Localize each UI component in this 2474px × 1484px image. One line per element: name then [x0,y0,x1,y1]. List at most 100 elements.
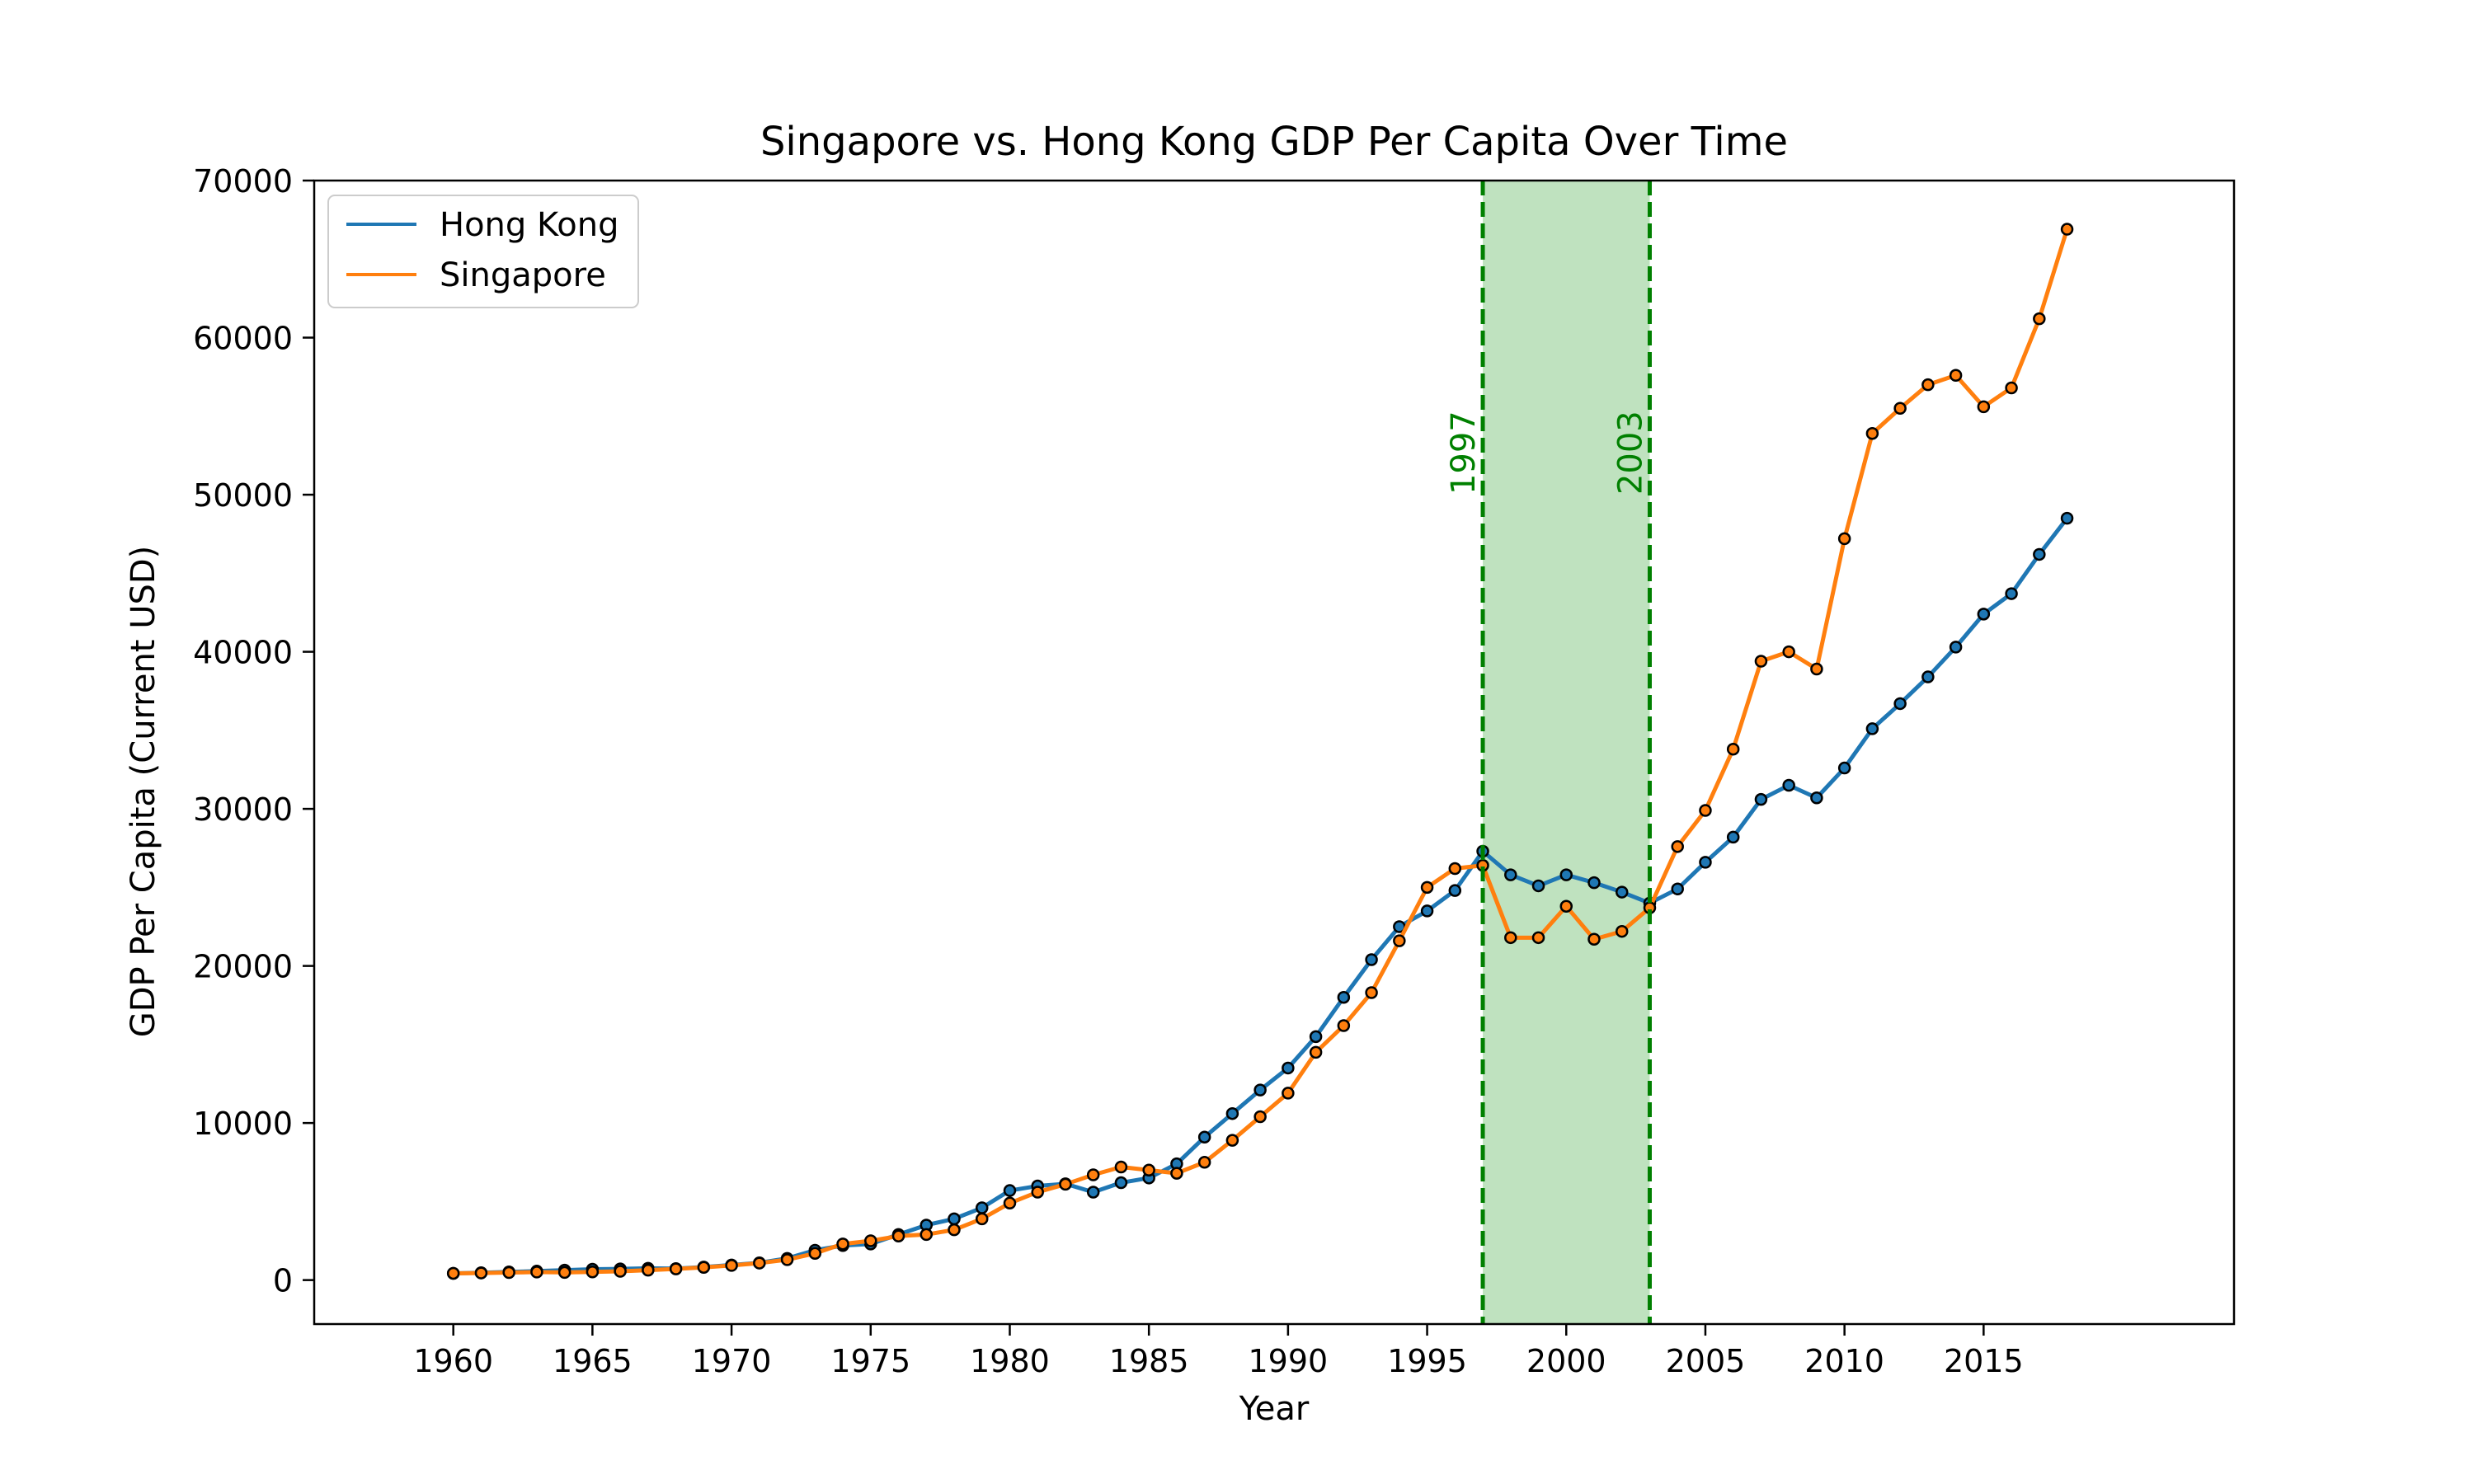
data-point-singapore [1893,402,1907,416]
data-point-hong-kong [2005,587,2018,600]
data-point-singapore [836,1237,849,1251]
data-point-singapore [1031,1186,1044,1199]
y-axis-label: GDP Per Capita (Current USD) [125,546,162,1038]
data-point-singapore [1810,662,1823,676]
data-point-singapore [1003,1196,1017,1210]
y-tick-label: 70000 [193,163,293,200]
data-point-hong-kong [1782,778,1795,792]
data-point-singapore [1837,532,1851,546]
shaded-region [1483,181,1650,1324]
data-point-singapore [1726,742,1740,756]
event-label-2003: 2003 [1611,411,1649,495]
data-point-hong-kong [1671,882,1684,896]
data-point-singapore [920,1228,934,1242]
data-point-hong-kong [975,1201,989,1214]
data-point-singapore [808,1247,822,1261]
data-point-hong-kong [1197,1130,1211,1144]
x-axis-label: Year [1239,1390,1310,1428]
data-point-hong-kong [1448,884,1462,897]
data-point-hong-kong [1003,1184,1017,1197]
data-point-hong-kong [1559,868,1573,881]
data-point-hong-kong [948,1212,961,1226]
data-point-singapore [1114,1160,1128,1174]
data-point-singapore [1977,400,1991,414]
data-point-singapore [891,1229,905,1243]
series-layer [446,223,2074,1280]
data-point-singapore [753,1256,766,1270]
data-point-singapore [1337,1019,1351,1032]
data-point-hong-kong [1114,1176,1128,1190]
data-point-singapore [1393,934,1406,947]
data-point-singapore [1365,986,1378,999]
x-tick-label: 2000 [1526,1343,1606,1379]
x-tick-label: 2010 [1804,1343,1884,1379]
data-point-hong-kong [1587,876,1601,890]
data-point-singapore [725,1259,738,1272]
data-point-hong-kong [1810,791,1823,805]
data-point-singapore [1615,924,1629,938]
data-point-hong-kong [1865,722,1879,735]
data-point-hong-kong [1754,792,1768,806]
data-point-singapore [669,1262,683,1275]
data-point-hong-kong [1921,670,1935,683]
x-tick-label: 2015 [1944,1343,2024,1379]
data-point-singapore [1142,1163,1155,1177]
y-tick-label: 60000 [193,321,293,357]
data-point-singapore [1225,1134,1239,1147]
x-tick-label: 2005 [1666,1343,1746,1379]
x-tick-label: 1970 [692,1343,772,1379]
data-point-singapore [1754,655,1768,668]
data-point-singapore [1531,931,1545,945]
data-point-hong-kong [1977,608,1991,621]
data-point-singapore [1504,931,1517,945]
data-point-singapore [502,1266,515,1280]
shade-layer [1483,181,1650,1324]
data-point-hong-kong [1893,697,1907,711]
data-point-singapore [780,1253,794,1266]
data-point-singapore [2060,223,2074,236]
event-label-1997: 1997 [1445,411,1483,495]
data-point-hong-kong [1309,1030,1323,1044]
x-tick-label: 1985 [1109,1343,1189,1379]
y-tick-label: 40000 [193,635,293,671]
y-tick-label: 50000 [193,477,293,514]
data-point-hong-kong [1420,904,1434,918]
data-point-singapore [2033,312,2046,326]
x-tick-label: 1965 [553,1343,633,1379]
data-point-singapore [864,1234,877,1247]
data-point-hong-kong [1365,953,1378,966]
data-point-singapore [1309,1045,1323,1059]
data-point-singapore [642,1263,655,1277]
legend: Hong Kong Singapore [327,195,639,308]
chart-title: Singapore vs. Hong Kong GDP Per Capita O… [760,119,1788,165]
data-point-singapore [614,1265,627,1278]
data-point-singapore [1587,932,1601,946]
x-tick-label: 1990 [1249,1343,1329,1379]
x-tick-label: 1960 [413,1343,493,1379]
data-point-singapore [1949,369,1963,382]
data-point-singapore [1448,862,1462,876]
data-point-hong-kong [1837,761,1851,775]
data-point-hong-kong [1504,868,1517,881]
y-tick-label: 20000 [193,949,293,985]
data-point-singapore [1197,1156,1211,1169]
data-point-hong-kong [1949,641,1963,654]
data-point-singapore [1282,1087,1295,1100]
y-tick-label: 10000 [193,1106,293,1142]
data-point-singapore [1170,1167,1183,1180]
data-point-singapore [1086,1168,1100,1181]
data-point-singapore [1671,840,1684,853]
data-point-hong-kong [1699,856,1712,869]
data-point-hong-kong [1225,1106,1239,1120]
y-tick-label: 30000 [193,791,293,828]
data-point-singapore [1865,426,1879,440]
x-tick-label: 1975 [830,1343,910,1379]
data-point-singapore [697,1261,711,1274]
data-point-hong-kong [2060,511,2074,525]
data-point-hong-kong [1726,830,1740,844]
data-point-singapore [1420,881,1434,895]
data-point-singapore [530,1266,543,1279]
x-tick-label: 1995 [1387,1343,1467,1379]
data-point-singapore [948,1223,961,1237]
legend-label-singapore: Singapore [440,256,606,294]
